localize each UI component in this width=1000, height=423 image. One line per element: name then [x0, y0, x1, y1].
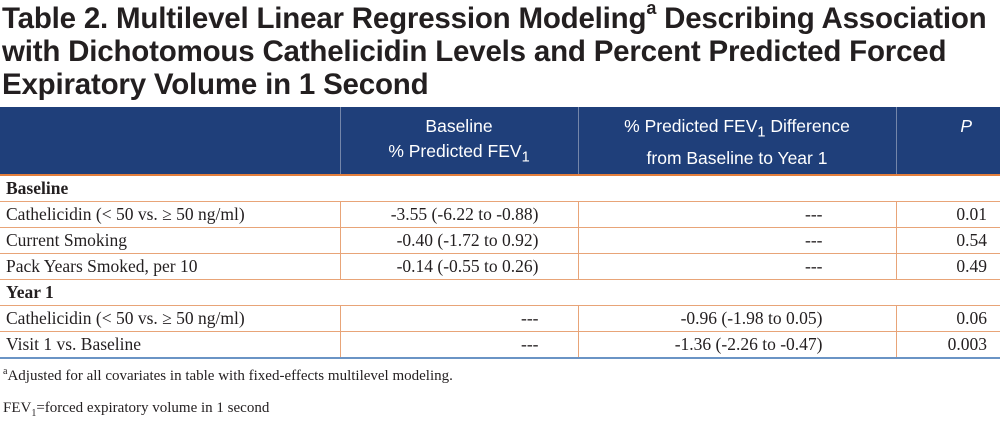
- section-row-year-1: Year 1: [0, 279, 1000, 306]
- header-variable: [0, 107, 340, 175]
- difference-value: ---: [577, 253, 896, 280]
- footnote-fev1-definition: FEV1=forced expiratory volume in 1 secon…: [3, 400, 270, 419]
- table-row: Cathelicidin (< 50 vs. ≥ 50 ng/ml) -3.55…: [0, 201, 1000, 228]
- baseline-value: -0.40 (-1.72 to 0.92): [339, 227, 578, 254]
- title-rest: Describing Association with Dichotomous …: [2, 2, 987, 101]
- table-title: Table 2. Multilevel Linear Regression Mo…: [2, 0, 998, 101]
- header-p-value: P: [895, 107, 1000, 175]
- baseline-value: -0.14 (-0.55 to 0.26): [339, 253, 578, 280]
- section-row-baseline: Baseline: [0, 175, 1000, 202]
- difference-value: -1.36 (-2.26 to -0.47): [577, 331, 896, 359]
- p-value: 0.49: [895, 253, 1000, 280]
- p-value: 0.06: [895, 305, 1000, 332]
- difference-value: -0.96 (-1.98 to 0.05): [577, 305, 896, 332]
- header-fev1-difference: % Predicted FEV1 Difference from Baseline…: [577, 107, 896, 175]
- section-label: Baseline: [0, 175, 1000, 202]
- footnote-marker: a: [3, 366, 8, 377]
- table-header: Baseline% Predicted FEV1 % Predicted FEV…: [0, 107, 1000, 175]
- footnote-adjusted: aAdjusted for all covariates in table wi…: [3, 366, 993, 385]
- p-value: 0.54: [895, 227, 1000, 254]
- row-label: Cathelicidin (< 50 vs. ≥ 50 ng/ml): [0, 305, 340, 332]
- difference-value: ---: [577, 201, 896, 228]
- footnote-text: Adjusted for all covariates in table wit…: [7, 368, 453, 384]
- regression-table: Baseline% Predicted FEV1 % Predicted FEV…: [0, 107, 1000, 359]
- baseline-value: ---: [339, 331, 578, 359]
- table-body: Baseline Cathelicidin (< 50 vs. ≥ 50 ng/…: [0, 175, 1000, 359]
- header-baseline-fev1: Baseline% Predicted FEV1: [339, 107, 578, 175]
- row-label: Pack Years Smoked, per 10: [0, 253, 340, 280]
- p-value: 0.01: [895, 201, 1000, 228]
- section-label: Year 1: [0, 279, 1000, 306]
- difference-value: ---: [577, 227, 896, 254]
- title-main: Table 2. Multilevel Linear Regression Mo…: [2, 2, 647, 35]
- baseline-value: ---: [339, 305, 578, 332]
- table-row: Current Smoking -0.40 (-1.72 to 0.92) --…: [0, 227, 1000, 254]
- title-footnote-marker: a: [646, 0, 657, 19]
- table-row: Visit 1 vs. Baseline --- -1.36 (-2.26 to…: [0, 331, 1000, 359]
- table-row: Pack Years Smoked, per 10 -0.14 (-0.55 t…: [0, 253, 1000, 280]
- table-row: Cathelicidin (< 50 vs. ≥ 50 ng/ml) --- -…: [0, 305, 1000, 332]
- baseline-value: -3.55 (-6.22 to -0.88): [339, 201, 578, 228]
- p-value: 0.003: [895, 331, 1000, 359]
- row-label: Cathelicidin (< 50 vs. ≥ 50 ng/ml): [0, 201, 340, 228]
- row-label: Visit 1 vs. Baseline: [0, 331, 340, 359]
- row-label: Current Smoking: [0, 227, 340, 254]
